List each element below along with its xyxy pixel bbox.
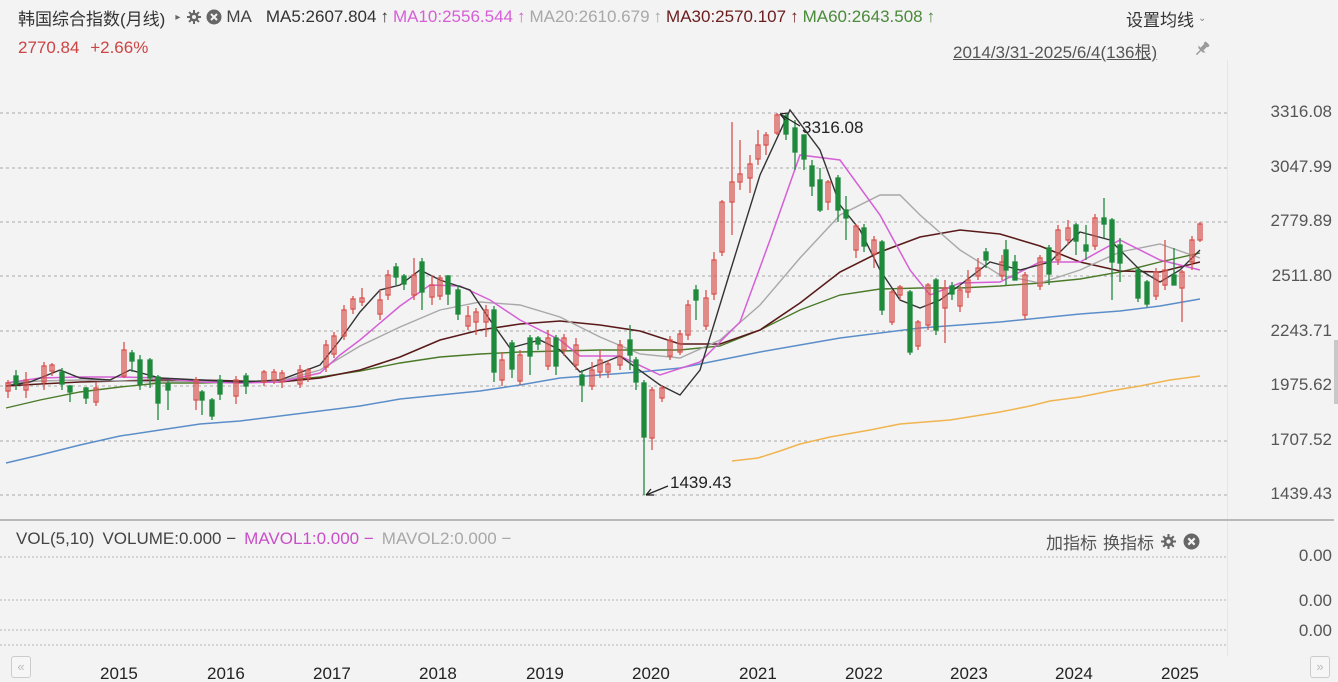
vol-y-tick: 0.00 [1298, 621, 1332, 640]
x-tick: 2020 [632, 664, 670, 682]
ma30-arrow: ↑ [790, 7, 799, 26]
vol-y-tick: 0.00 [1298, 591, 1332, 610]
ma250-line [731, 375, 1201, 462]
chevron-down-icon: ⌄ [1198, 13, 1207, 24]
y-tick: 1975.62 [1270, 375, 1332, 394]
vertical-scrollbar[interactable] [1334, 340, 1338, 404]
ma20-line [5, 194, 1201, 384]
x-tick: 2018 [419, 664, 457, 682]
change-percent: +2.66% [90, 38, 149, 57]
ma60-arrow: ↑ [926, 7, 936, 26]
set-ma-label: 设置均线 [1126, 11, 1194, 30]
add-indicator-button[interactable]: 加指标 [1046, 534, 1097, 553]
ma30-value: MA30:2570.107 [666, 7, 787, 26]
candles-down [13, 114, 1177, 495]
indicator-name: MA [226, 7, 252, 26]
last-price: 2770.84 [18, 38, 80, 57]
switch-indicator-button[interactable]: 换指标 [1103, 534, 1154, 553]
y-tick: 1439.43 [1270, 484, 1332, 503]
axis-divider [1227, 60, 1228, 656]
x-tick: 2023 [950, 664, 988, 682]
pin-icon[interactable] [1193, 40, 1211, 58]
ma20-value: MA20:2610.679 [529, 7, 650, 26]
x-tick: 2025 [1161, 664, 1199, 682]
gear-icon[interactable] [1160, 533, 1177, 550]
ma20-arrow: ↑ [653, 7, 663, 26]
date-range-link[interactable]: 2014/3/31-2025/6/4(136根) [953, 43, 1158, 62]
price-gridlines [0, 112, 1227, 496]
expand-triangle-icon[interactable]: ▸ [175, 11, 181, 23]
set-ma-dropdown[interactable]: 设置均线 ⌄ [1126, 6, 1206, 31]
mavol1-value: MAVOL1:0.000 − [244, 529, 374, 548]
x-tick: 2024 [1055, 664, 1093, 682]
ma10-arrow: ↑ [517, 7, 526, 26]
scroll-right-button[interactable]: » [1310, 656, 1330, 678]
y-tick: 1707.52 [1270, 430, 1332, 449]
x-tick: 2015 [100, 664, 138, 682]
high-annotation-arrow [779, 112, 801, 127]
ma5-value: MA5:2607.804 [265, 7, 377, 26]
x-tick: 2022 [845, 664, 883, 682]
x-tick: 2016 [207, 664, 245, 682]
volume-value: VOLUME:0.000 − [102, 529, 237, 548]
y-tick: 2779.89 [1270, 211, 1332, 230]
y-tick: 2243.71 [1270, 321, 1332, 340]
vol-indicator-name: VOL(5,10) [16, 529, 95, 548]
high-annotation-label: 3316.08 [802, 118, 864, 137]
panel-divider[interactable] [0, 519, 1334, 521]
candles-up [5, 113, 1203, 450]
ma10-line [5, 154, 1201, 384]
x-tick: 2021 [739, 664, 777, 682]
y-tick: 3316.08 [1270, 102, 1332, 121]
chart-header: 韩国综合指数(月线) ▸ MA MA5:2607.804 ↑ MA10:2556… [18, 6, 939, 29]
ma5-arrow: ↑ [380, 7, 389, 26]
low-annotation-arrow [645, 485, 669, 496]
close-circle-icon[interactable] [1183, 533, 1200, 550]
indicator-actions: 加指标 换指标 [1046, 529, 1200, 554]
x-tick: 2017 [313, 664, 351, 682]
ma10-value: MA10:2556.544 [392, 7, 513, 26]
y-tick: 2511.80 [1271, 266, 1332, 285]
ma5-line [5, 108, 1201, 396]
low-annotation-label: 1439.43 [670, 473, 732, 492]
mavol2-value: MAVOL2:0.000 − [381, 529, 512, 548]
price-info: 2770.84 +2.66% [18, 38, 148, 58]
y-tick: 3047.99 [1270, 157, 1332, 176]
close-circle-icon[interactable] [206, 9, 222, 25]
chart-title: 韩国综合指数(月线) [18, 9, 166, 29]
volume-panel-header: VOL(5,10) VOLUME:0.000 − MAVOL1:0.000 − … [16, 529, 519, 549]
gear-icon[interactable] [186, 9, 202, 25]
volume-gridlines [0, 556, 1227, 646]
scroll-left-button[interactable]: « [11, 656, 31, 678]
ma60-value: MA60:2643.508 [802, 7, 923, 26]
x-tick: 2019 [526, 664, 564, 682]
vol-y-tick: 0.00 [1298, 546, 1332, 565]
